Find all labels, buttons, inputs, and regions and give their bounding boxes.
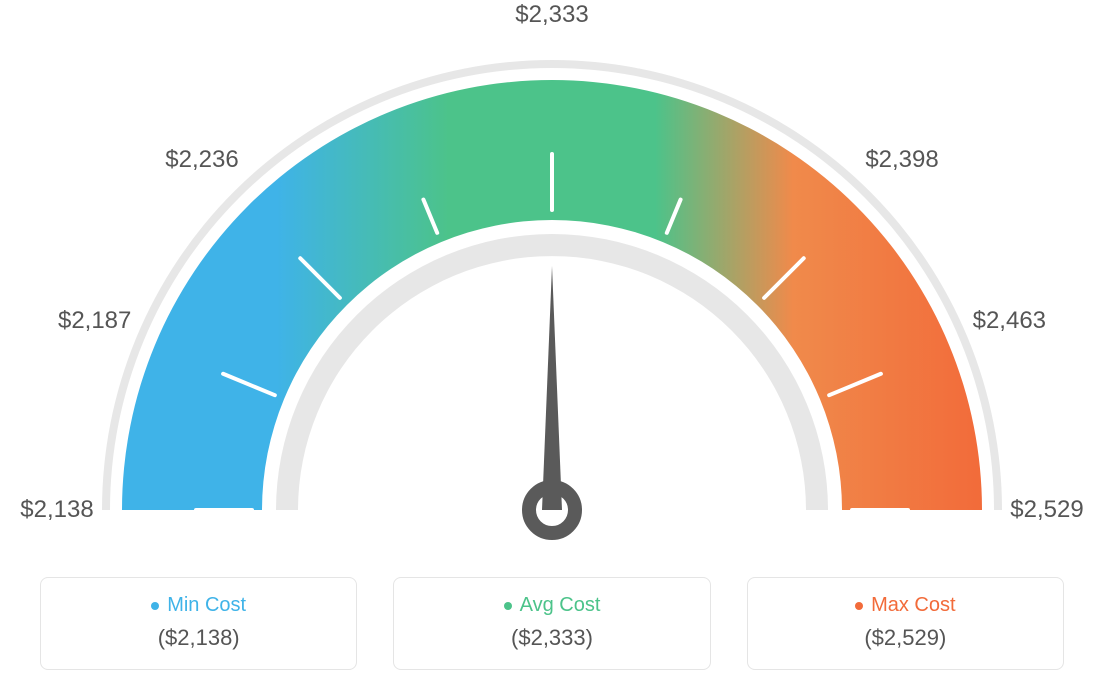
legend-dot-min [151, 602, 159, 610]
gauge-tick-label: $2,236 [165, 146, 238, 174]
legend-title-avg: Avg Cost [504, 594, 601, 617]
gauge-tick-label: $2,333 [515, 1, 588, 29]
gauge-tick-label: $2,463 [973, 307, 1046, 335]
legend-row: Min Cost ($2,138) Avg Cost ($2,333) Max … [0, 577, 1104, 670]
gauge-tick-label: $2,187 [58, 307, 131, 335]
legend-label-avg: Avg Cost [520, 594, 601, 617]
gauge-container: $2,138 $2,187 $2,236 $2,333 $2,398 $2,463 $2,5… [0, 0, 1104, 560]
legend-dot-avg [504, 602, 512, 610]
gauge-svg [0, 0, 1104, 560]
legend-label-max: Max Cost [871, 594, 955, 617]
legend-box-min: Min Cost ($2,138) [40, 577, 357, 670]
gauge-tick-label: $2,529 [1010, 496, 1083, 524]
legend-dot-max [855, 602, 863, 610]
legend-title-min: Min Cost [151, 594, 246, 617]
legend-box-max: Max Cost ($2,529) [747, 577, 1064, 670]
gauge-tick-label: $2,138 [20, 496, 93, 524]
legend-value-min: ($2,138) [61, 625, 336, 651]
legend-label-min: Min Cost [167, 594, 246, 617]
gauge-needle [542, 266, 562, 510]
gauge-tick-label: $2,398 [865, 146, 938, 174]
legend-box-avg: Avg Cost ($2,333) [393, 577, 710, 670]
legend-value-max: ($2,529) [768, 625, 1043, 651]
legend-value-avg: ($2,333) [414, 625, 689, 651]
legend-title-max: Max Cost [855, 594, 955, 617]
